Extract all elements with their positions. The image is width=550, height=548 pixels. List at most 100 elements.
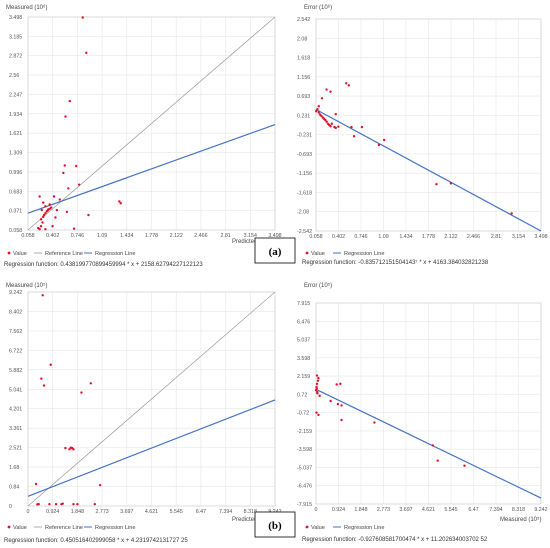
- data-point: [62, 171, 65, 175]
- data-point: [42, 215, 45, 219]
- data-point: [41, 221, 44, 224]
- chart-b1-regression-function: Regression function: 0.450516402999058 *…: [4, 538, 188, 544]
- data-point: [324, 118, 327, 122]
- x-tick-label: 3.154: [244, 233, 257, 239]
- y-tick-label: 1.68: [9, 465, 19, 471]
- data-point: [87, 213, 90, 217]
- y-tick-label: 6.476: [297, 319, 310, 325]
- y-tick-label: 2.08: [297, 36, 307, 42]
- y-tick-label: -7.915: [297, 502, 312, 508]
- y-tick-label: -1.618: [297, 190, 312, 196]
- data-point: [38, 195, 41, 198]
- chart-a1-points: [36, 16, 122, 231]
- data-point: [38, 228, 41, 231]
- chart-a1-xlabel: Predicted (10⁶): [232, 238, 272, 245]
- data-point: [81, 16, 84, 19]
- data-point: [325, 120, 328, 123]
- data-point: [316, 392, 319, 395]
- chart-a1-yticks: 0.058 0.371 0.683 0.996 1.309 1.621 1.934 2.247…: [9, 15, 22, 234]
- legend-value-marker: [7, 251, 11, 255]
- x-tick-label: 9.242: [534, 507, 547, 513]
- x-tick-label: 0.058: [309, 234, 322, 240]
- panel-tag-b-box: [254, 511, 296, 538]
- data-point: [336, 402, 340, 406]
- x-tick-label: 3.498: [534, 234, 547, 240]
- y-tick-label: 5.037: [297, 338, 310, 344]
- legend-value-label: Value: [13, 525, 27, 531]
- x-tick-label: 2.773: [377, 507, 390, 513]
- x-tick-label: 2.466: [467, 234, 480, 240]
- data-point: [36, 503, 39, 506]
- data-point: [350, 125, 353, 129]
- data-point: [431, 444, 435, 447]
- data-point: [58, 198, 61, 201]
- data-point: [325, 88, 328, 91]
- x-tick-label: 1.848: [71, 509, 84, 515]
- data-point: [119, 202, 122, 205]
- data-point: [85, 51, 88, 54]
- y-tick-label: 2.542: [297, 17, 310, 23]
- data-point: [334, 126, 337, 130]
- data-point: [51, 224, 54, 228]
- chart-a2-regression-function: Regression function: -0.835712151504143⁷…: [302, 259, 489, 266]
- x-tick-label: 0: [315, 507, 318, 513]
- plot-frame: [315, 18, 542, 232]
- chart-error-a: Error (10⁶) -2.542 -2.08 -1.618 -1.156 -0.69…: [297, 4, 548, 266]
- x-tick-label: 4.621: [145, 509, 158, 515]
- data-point: [49, 206, 53, 209]
- data-point: [65, 210, 69, 214]
- y-tick-label: -1.156: [297, 171, 312, 177]
- data-point: [75, 164, 78, 168]
- y-tick-label: -2.08: [297, 210, 309, 216]
- panel-tag-a: (a): [254, 237, 296, 264]
- data-point: [48, 502, 51, 506]
- data-point: [345, 82, 348, 85]
- plot-frame: [27, 16, 276, 231]
- chart-a2-legend: Value Regression Line: [305, 251, 384, 257]
- y-tick-label: 7.562: [9, 329, 22, 335]
- data-point: [316, 107, 319, 111]
- y-tick-label: 0: [9, 504, 12, 510]
- data-point: [340, 404, 343, 407]
- x-tick-label: 5.545: [170, 509, 183, 515]
- y-tick-label: 1.934: [9, 112, 22, 118]
- legend-value-marker: [7, 525, 11, 529]
- x-tick-label: 0.058: [21, 233, 34, 239]
- y-tick-label: -5.037: [297, 465, 312, 471]
- data-point: [118, 200, 121, 203]
- x-tick-label: 2.773: [95, 509, 108, 515]
- chart-a2-grid: [315, 18, 542, 232]
- x-tick-label: 2.466: [194, 233, 207, 239]
- data-point: [339, 382, 342, 386]
- data-point: [320, 97, 324, 100]
- data-point: [64, 115, 67, 118]
- data-point: [67, 187, 70, 190]
- chart-a1-regression-function: Regression function: 0.43819977089945999…: [4, 262, 203, 268]
- legend-reference-label: Reference Line: [45, 251, 83, 257]
- x-tick-label: 6.47: [196, 509, 206, 515]
- x-tick-label: 8.318: [244, 509, 257, 515]
- chart-a1-legend: Value Reference Line Regression Line: [7, 251, 135, 257]
- chart-a2-regression-line: [315, 108, 542, 232]
- data-point: [373, 421, 376, 424]
- data-point: [449, 182, 453, 185]
- panel-tag-b-label: (b): [268, 520, 282, 532]
- data-point: [463, 464, 466, 467]
- y-tick-label: 0.693: [297, 94, 310, 100]
- x-tick-label: 2.81: [220, 233, 230, 239]
- data-point: [72, 448, 75, 451]
- data-point: [377, 143, 381, 147]
- y-tick-label: 0.84: [9, 485, 19, 491]
- x-tick-label: 0.924: [46, 509, 59, 515]
- data-point: [314, 110, 318, 113]
- y-tick-label: -2.542: [297, 229, 312, 235]
- data-point: [317, 413, 320, 417]
- y-tick-label: 0.683: [9, 189, 22, 195]
- x-tick-label: 2.81: [491, 234, 501, 240]
- data-point: [382, 138, 386, 142]
- x-tick-label: 0.402: [332, 234, 345, 240]
- data-point: [340, 418, 343, 422]
- data-point: [318, 394, 321, 398]
- chart-measured-vs-predicted-b: Measured (10⁵) 0 0.84 1.68 2.521 3.361 4.201 5…: [4, 282, 282, 544]
